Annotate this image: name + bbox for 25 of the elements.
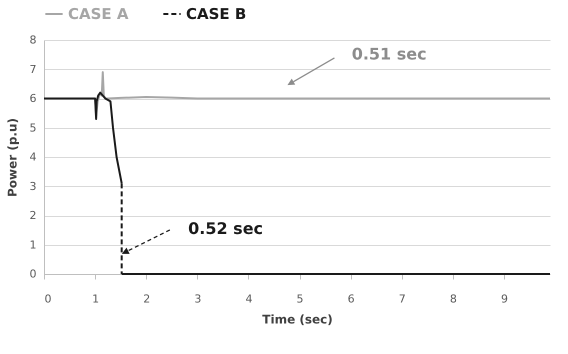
x-tick-label: 5 <box>296 292 304 306</box>
legend-label: CASE A <box>68 5 129 23</box>
y-tick-label: 2 <box>30 209 36 222</box>
y-tick-label: 0 <box>30 268 36 280</box>
legend-label: CASE B <box>186 5 246 23</box>
y-tick-label: 3 <box>30 180 36 193</box>
x-tick-label: 8 <box>450 292 457 306</box>
x-tick-label: 4 <box>245 292 252 306</box>
y-tick-label: 6 <box>30 92 36 105</box>
y-axis-title: Power (p.u) <box>6 118 20 198</box>
x-tick-label: 9 <box>501 292 508 306</box>
x-tick-label: 7 <box>398 292 406 306</box>
y-tick-label: 8 <box>30 34 36 46</box>
x-tick-label: 6 <box>348 292 355 306</box>
annotation: 0.51 sec <box>352 44 427 64</box>
x-tick-label: 3 <box>194 292 202 306</box>
x-tick-label: 0 <box>44 292 52 306</box>
x-axis-title: Time (sec) <box>262 312 333 326</box>
y-tick-label: 1 <box>30 238 36 252</box>
x-tick-label: 1 <box>92 292 100 306</box>
y-tick-label: 4 <box>30 150 36 164</box>
y-tick-label: 5 <box>30 121 36 134</box>
annotation: 0.52 sec <box>188 218 264 238</box>
y-tick-label: 7 <box>30 62 36 76</box>
x-tick-label: 2 <box>143 292 150 306</box>
